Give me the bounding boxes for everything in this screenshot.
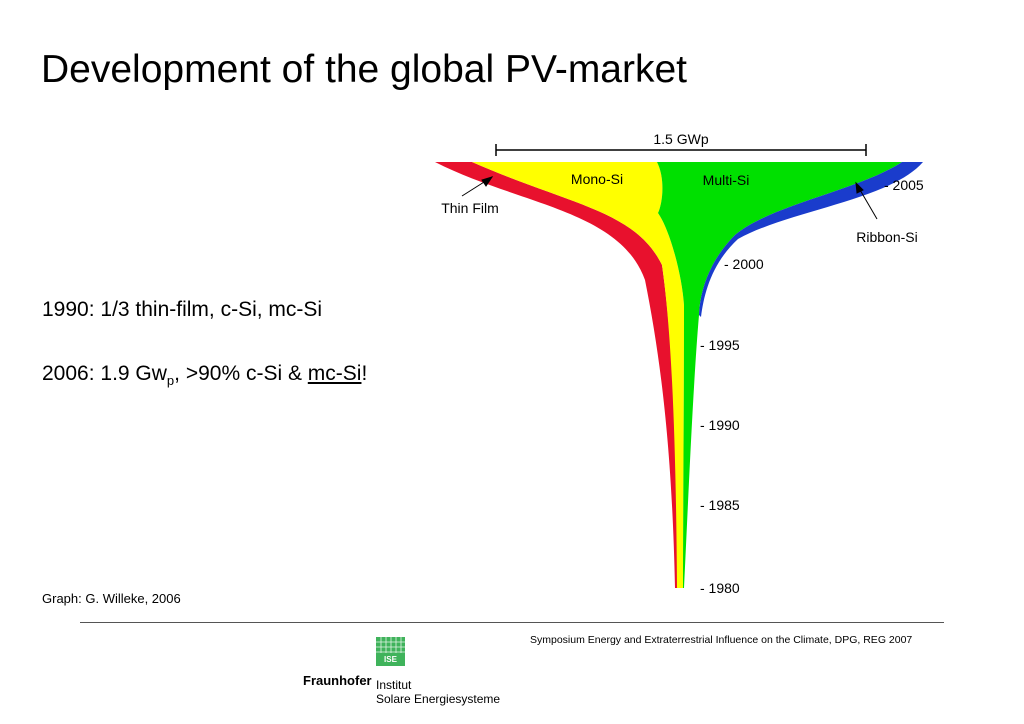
footer-conference: Symposium Energy and Extraterrestrial In…: [530, 634, 913, 646]
area-ribbon-si: [699, 162, 923, 317]
scale-bar-label: 1.5 GWp: [653, 131, 708, 147]
institute-name-line1: Institut: [376, 678, 412, 692]
institute-name-line2: Solare Energiesysteme: [376, 692, 501, 706]
note-2006-end: !: [361, 362, 368, 385]
area-multi-si: [657, 162, 902, 588]
year-tick-1980: - 1980: [700, 580, 740, 596]
scale-bar: 1.5 GWp: [495, 131, 867, 156]
note-2006-mid: , >90% c-Si &: [174, 362, 308, 385]
year-tick-1990: - 1990: [700, 417, 740, 433]
series-label-thin-film: Thin Film: [441, 200, 499, 216]
institute-name: Institut Solare Energiesysteme: [376, 678, 500, 706]
footer-divider: [80, 622, 944, 623]
note-2006: 2006: 1.9 Gwp, >90% c-Si & mc-Si!: [42, 362, 367, 388]
year-tick-1995: - 1995: [700, 337, 740, 353]
note-2006-lead: 2006: 1.9 Gw: [42, 362, 167, 385]
year-tick-2000: - 2000: [724, 256, 764, 272]
fraunhofer-logo-text: Fraunhofer: [303, 673, 372, 688]
note-1990: 1990: 1/3 thin-film, c-Si, mc-Si: [42, 298, 323, 321]
callout-arrowhead-ribbon-si: [855, 181, 864, 194]
note-2006-link: mc-Si: [307, 362, 362, 385]
series-label-multi-si: Multi-Si: [703, 172, 750, 188]
series-label-mono-si: Mono-Si: [571, 171, 623, 187]
slide-title: Development of the global PV-market: [41, 48, 688, 91]
pv-market-chart: 1.5 GWp Mono-Si Multi-Si Thin Film Ribbo…: [435, 131, 924, 596]
series-label-ribbon-si: Ribbon-Si: [856, 229, 917, 245]
year-tick-2005: - 2005: [884, 177, 924, 193]
area-mono-si: [472, 162, 684, 588]
year-tick-1985: - 1985: [700, 497, 740, 513]
ise-logo-icon: ISE: [376, 637, 405, 666]
callout-arrows: [461, 176, 878, 220]
graph-credit: Graph: G. Willeke, 2006: [42, 591, 181, 606]
funnel-areas: [435, 162, 923, 588]
note-2006-subscript: p: [166, 373, 175, 388]
ise-logo-text: ISE: [384, 655, 398, 664]
callout-arrowhead-thin-film: [481, 176, 494, 187]
